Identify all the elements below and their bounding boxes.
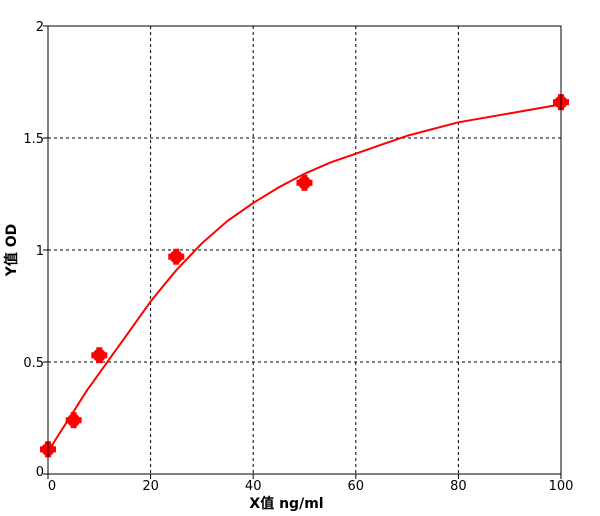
y-tick-label: 0.5 [23, 356, 44, 371]
data-point [168, 248, 185, 265]
x-tick-label: 100 [549, 479, 574, 494]
x-tick-label: 20 [142, 479, 159, 494]
data-point [91, 347, 108, 364]
x-axis-title: X值 ng/ml [249, 495, 323, 512]
x-tick-label: 80 [450, 479, 467, 494]
x-axis-ticks: 0 20 40 60 80 100 [47, 474, 574, 494]
y-tick-label: 1.5 [23, 132, 44, 147]
fit-curve-layer [47, 103, 562, 453]
y-axis-ticks: 0 0.5 1 1.5 2 [23, 20, 48, 480]
x-tick-label: 60 [348, 479, 365, 494]
data-point [296, 174, 313, 191]
y-tick-label: 1 [36, 244, 44, 259]
x-tick-label: 0 [48, 479, 56, 494]
y-axis-title: Y值 OD [3, 224, 20, 278]
y-tick-label: 0 [36, 465, 44, 480]
x-tick-label: 40 [245, 479, 262, 494]
data-points [40, 94, 569, 458]
plot-frame [47, 25, 562, 475]
grid [48, 26, 561, 474]
data-point [65, 412, 82, 429]
fit-curve [47, 103, 562, 453]
y-tick-label: 2 [36, 20, 44, 35]
